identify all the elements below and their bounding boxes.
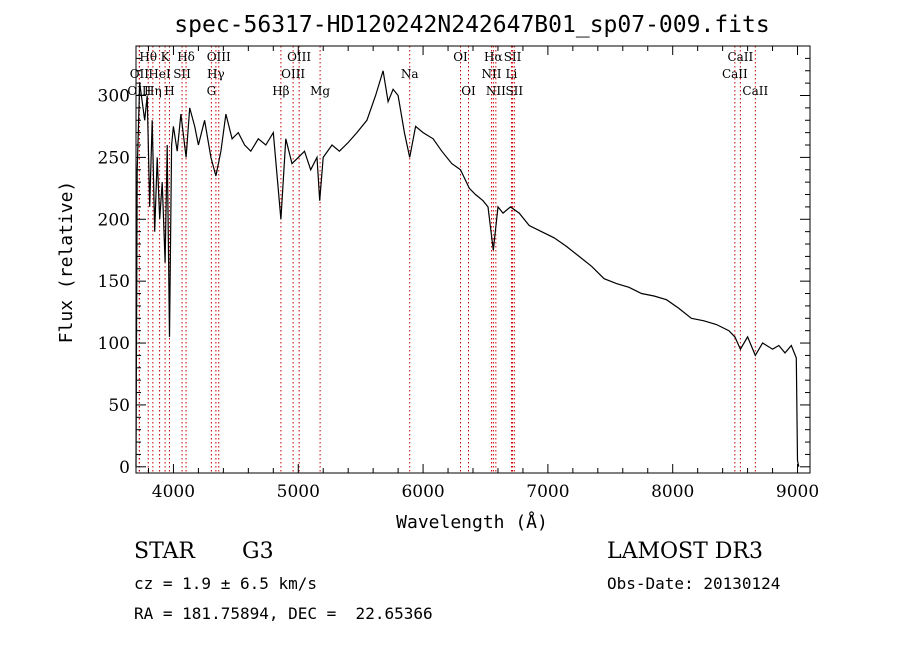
line-marker-label: OI	[453, 50, 468, 64]
x-tick-label: 7000	[526, 482, 569, 502]
line-marker-label: OI	[461, 84, 476, 98]
y-tick-label: 50	[108, 396, 130, 416]
line-marker-label: SII	[505, 84, 523, 98]
obs-date-text: Obs-Date: 20130124	[607, 574, 781, 593]
y-axis-label: Flux (relative)	[56, 181, 77, 344]
line-marker-label: SII	[173, 67, 191, 81]
line-marker-label: Hθ	[139, 50, 157, 64]
line-marker-label: HeI	[148, 67, 171, 81]
line-marker-label: NII	[481, 67, 501, 81]
emission-line-markers	[138, 46, 756, 473]
line-marker-label: K	[161, 50, 171, 64]
line-marker-label: OII	[130, 67, 150, 81]
y-tick-label: 150	[98, 272, 130, 292]
x-axis: 4000 5000 6000 7000 8000 9000	[147, 46, 819, 502]
line-marker-label: Hη	[144, 84, 162, 98]
line-marker-label: Hγ	[207, 67, 225, 81]
line-marker-label: G	[207, 84, 217, 98]
line-marker-label: Na	[401, 67, 419, 81]
redshift-text: cz = 1.9 ± 6.5 km/s	[134, 574, 318, 593]
line-marker-label: OIII	[281, 67, 305, 81]
survey-name: LAMOST DR3	[607, 539, 763, 564]
x-tick-label: 9000	[776, 482, 819, 502]
y-tick-label: 250	[98, 148, 130, 168]
line-marker-label: OIII	[287, 50, 311, 64]
y-tick-label: 0	[119, 458, 130, 478]
line-marker-label: CaII	[722, 67, 748, 81]
object-type: STAR	[134, 539, 195, 564]
coordinates-text: RA = 181.75894, DEC = 22.65366	[134, 604, 433, 623]
y-axis: 0 50 100 150 200 250 300	[98, 57, 810, 478]
spectral-class: G3	[242, 539, 274, 564]
y-tick-label: 100	[98, 334, 130, 354]
line-marker-label: Mg	[310, 84, 330, 98]
x-tick-label: 4000	[152, 482, 195, 502]
line-marker-label: Li	[506, 67, 518, 81]
line-marker-label: NII	[486, 84, 506, 98]
plot-frame	[135, 45, 811, 474]
line-marker-label: OIII	[207, 50, 231, 64]
spectrum-line	[135, 70, 800, 467]
y-tick-label: 300	[98, 87, 130, 107]
line-marker-label: Hβ	[272, 84, 289, 98]
line-marker-label: SII	[504, 50, 522, 64]
line-marker-label: CaII	[742, 84, 768, 98]
line-marker-label: H	[164, 84, 174, 98]
line-marker-label: Hα	[484, 50, 503, 64]
y-tick-label: 200	[98, 210, 130, 230]
line-marker-label: Hδ	[177, 50, 195, 64]
x-axis-label: Wavelength (Å)	[396, 511, 548, 533]
x-tick-label: 6000	[401, 482, 444, 502]
chart-title: spec-56317-HD120242N242647B01_sp07-009.f…	[174, 12, 769, 38]
line-marker-label: CaII	[727, 50, 753, 64]
x-tick-label: 5000	[277, 482, 320, 502]
x-tick-label: 8000	[651, 482, 694, 502]
